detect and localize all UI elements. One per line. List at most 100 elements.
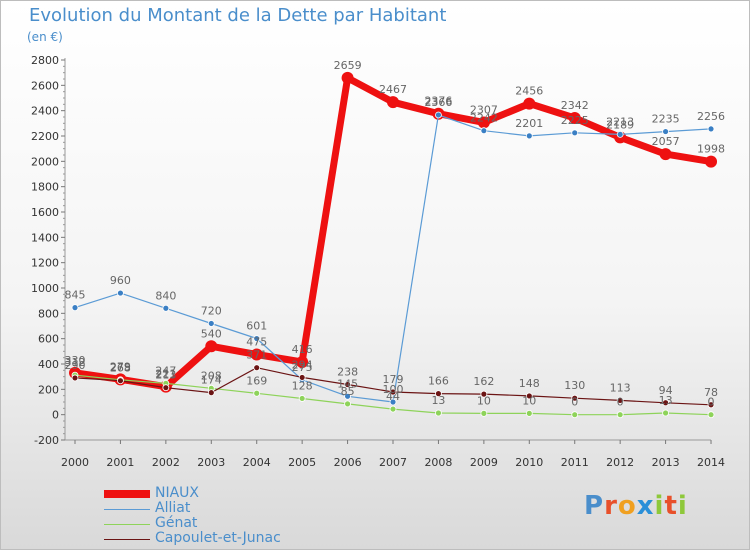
data-label-capoulet-et-junac: 238 [337, 366, 358, 379]
y-tick-label: 1200 [31, 257, 59, 270]
data-point-capoulet-et-junac [525, 392, 533, 400]
proxiti-logo: Proxiti [584, 491, 688, 521]
y-tick-label: 2400 [31, 105, 59, 118]
data-label-g-nat: 312 [65, 356, 86, 369]
y-tick-label: 2000 [31, 155, 59, 168]
series-line-alliat [74, 114, 712, 403]
x-tick-label: 2009 [470, 456, 498, 469]
data-point-niaux [296, 355, 309, 368]
chart-title: Evolution du Montant de la Dette par Hab… [29, 5, 447, 26]
data-label-niaux: 2467 [379, 83, 407, 96]
data-point-niaux [205, 340, 218, 353]
legend-label-alliat: Alliat [155, 500, 191, 516]
logo-letter: i [654, 491, 665, 521]
data-point-niaux [523, 97, 536, 110]
logo-letter: t [664, 491, 678, 521]
data-label-g-nat: 13 [431, 394, 445, 407]
legend-swatch-niaux [104, 490, 150, 498]
x-tick-label: 2013 [652, 456, 680, 469]
data-point-alliat [117, 289, 124, 297]
x-tick-label: 2000 [61, 456, 89, 469]
data-label-niaux: 475 [246, 336, 267, 349]
y-tick-label: 2200 [31, 130, 59, 143]
data-point-g-nat [616, 411, 624, 419]
data-point-alliat [525, 132, 533, 140]
logo-letter: o [617, 491, 637, 521]
data-label-alliat: 2213 [606, 115, 634, 128]
data-label-niaux: 221 [155, 368, 176, 381]
data-label-capoulet-et-junac: 174 [201, 374, 222, 387]
data-point-capoulet-et-junac [435, 390, 442, 398]
data-label-g-nat: 0 [571, 396, 578, 409]
data-label-capoulet-et-junac: 78 [704, 386, 718, 399]
data-label-alliat: 960 [110, 274, 131, 287]
y-tick-label: 1000 [31, 282, 59, 295]
x-tick-label: 2002 [152, 456, 180, 469]
data-point-alliat [207, 320, 215, 327]
data-label-alliat: 275 [292, 361, 313, 374]
data-point-capoulet-et-junac [71, 374, 79, 382]
data-point-niaux [568, 112, 581, 125]
data-point-alliat [616, 130, 624, 138]
legend-item-genat: Génat [104, 515, 354, 532]
data-point-capoulet-et-junac [298, 374, 306, 381]
data-point-capoulet-et-junac [662, 399, 669, 407]
data-label-niaux: 540 [201, 327, 222, 340]
data-point-g-nat [253, 389, 261, 397]
data-label-alliat: 2201 [515, 117, 543, 130]
data-point-capoulet-et-junac [571, 394, 579, 402]
data-label-g-nat: 208 [201, 369, 222, 382]
y-tick-label: 0 [52, 409, 59, 422]
y-tick-label: 200 [38, 383, 59, 396]
data-label-g-nat: 10 [522, 394, 536, 407]
data-label-alliat: 720 [201, 304, 222, 317]
data-label-g-nat: 275 [110, 361, 131, 374]
legend-label-genat: Génat [155, 515, 198, 531]
y-tick-label: 1400 [31, 231, 59, 244]
data-point-niaux [705, 155, 718, 168]
data-label-alliat: 145 [337, 377, 358, 390]
data-label-g-nat: 169 [246, 374, 267, 387]
chart-unit-label: (en €) [27, 30, 63, 44]
x-tick-label: 2014 [697, 456, 725, 469]
data-point-alliat [253, 335, 261, 342]
y-tick-label: 800 [38, 307, 59, 320]
y-tick-label: 2800 [31, 54, 59, 67]
data-label-alliat: 2256 [697, 110, 725, 123]
legend-swatch-capoulet-et-junac [104, 539, 150, 540]
data-point-capoulet-et-junac [389, 388, 397, 396]
data-point-alliat [162, 304, 170, 312]
data-point-g-nat [389, 405, 397, 413]
data-label-alliat: 2242 [470, 112, 498, 125]
data-label-capoulet-et-junac: 268 [110, 362, 131, 375]
data-label-capoulet-et-junac: 162 [473, 375, 494, 388]
data-point-alliat [71, 304, 79, 312]
data-point-capoulet-et-junac [707, 401, 715, 409]
x-tick-label: 2005 [288, 456, 316, 469]
data-label-g-nat: 0 [708, 396, 715, 409]
data-label-alliat: 601 [246, 320, 267, 333]
data-point-g-nat [435, 409, 442, 417]
x-tick-label: 2003 [197, 456, 225, 469]
x-tick-label: 2004 [243, 456, 271, 469]
data-label-g-nat: 247 [155, 364, 176, 377]
data-label-alliat: 100 [383, 383, 404, 396]
data-point-capoulet-et-junac [117, 377, 124, 385]
data-label-g-nat: 13 [659, 394, 673, 407]
data-label-niaux: 2659 [334, 59, 362, 72]
data-point-alliat [571, 129, 579, 137]
data-point-alliat [344, 392, 351, 400]
logo-letter: x [636, 491, 655, 521]
y-tick-label: 1600 [31, 206, 59, 219]
data-label-g-nat: 10 [477, 394, 491, 407]
data-label-capoulet-et-junac: 113 [610, 381, 631, 394]
data-label-capoulet-et-junac: 166 [428, 375, 449, 388]
data-point-niaux [250, 348, 263, 361]
data-point-capoulet-et-junac [162, 384, 170, 392]
data-label-alliat: 840 [155, 289, 176, 302]
data-label-niaux: 2456 [515, 85, 543, 98]
y-tick-label: -200 [34, 434, 59, 447]
x-tick-label: 2008 [424, 456, 452, 469]
data-point-capoulet-et-junac [344, 381, 351, 388]
